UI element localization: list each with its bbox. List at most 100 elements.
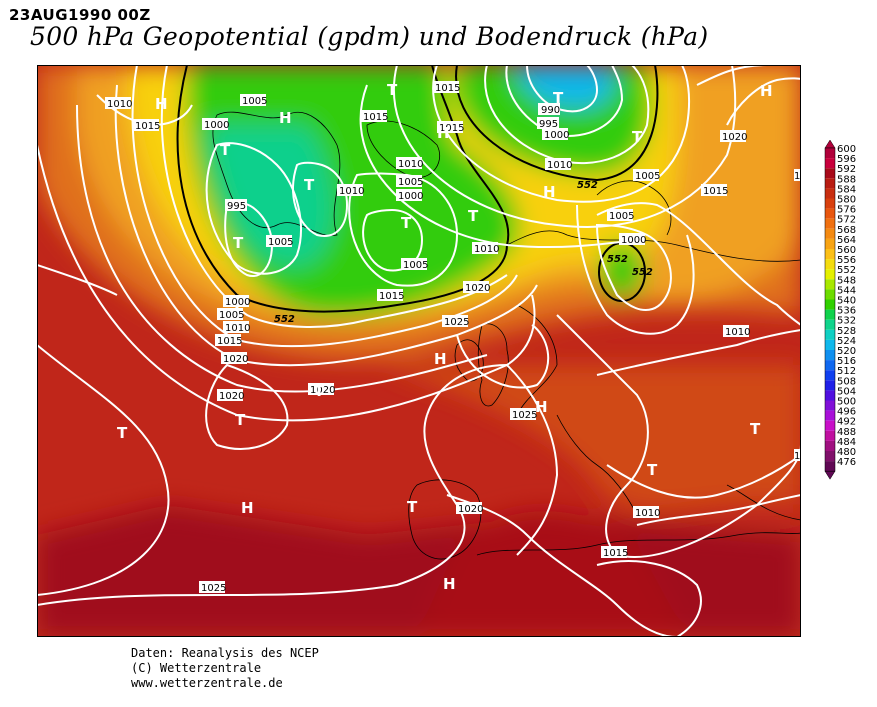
isobar-label: 1005: [396, 175, 423, 188]
svg-text:1015: 1015: [439, 123, 464, 134]
geopotential-label: 552: [274, 314, 295, 325]
svg-text:1010: 1010: [474, 244, 499, 255]
legend-label: 496: [837, 407, 856, 418]
legend-swatch: [825, 198, 835, 209]
legend-swatch: [825, 249, 835, 260]
svg-text:995: 995: [539, 119, 558, 130]
low-pressure-center: T: [750, 420, 761, 438]
legend-swatch: [825, 461, 835, 472]
isobar-label: 1010: [472, 242, 499, 255]
legend-swatch: [825, 188, 835, 199]
credits-line-data-source: Daten: Reanalysis des NCEP: [131, 646, 319, 660]
legend-label: 552: [837, 265, 856, 276]
legend-label: 548: [837, 275, 856, 286]
isobar-label: 1005: [217, 308, 244, 321]
svg-text:1015: 1015: [135, 121, 160, 132]
legend-label: 536: [837, 306, 856, 317]
legend-label: 572: [837, 215, 856, 226]
legend-swatch: [825, 339, 835, 350]
isobar-label: 1015: [133, 119, 160, 132]
svg-text:1010: 1010: [547, 160, 572, 171]
svg-text:1015: 1015: [217, 336, 242, 347]
low-pressure-center: T: [401, 214, 412, 232]
legend-label: 492: [837, 417, 856, 428]
low-pressure-center: T: [117, 424, 128, 442]
legend-label: 584: [837, 184, 856, 195]
low-pressure-center: T: [647, 461, 658, 479]
legend-label: 544: [837, 285, 856, 296]
legend-label: 596: [837, 154, 856, 165]
low-pressure-center: T: [468, 207, 479, 225]
legend-swatch: [825, 309, 835, 320]
svg-text:1010: 1010: [635, 508, 660, 519]
legend-label: 520: [837, 346, 856, 357]
legend-swatch: [825, 420, 835, 431]
svg-text:1010: 1010: [339, 186, 364, 197]
legend-label: 508: [837, 376, 856, 387]
isobar-label: 1005: [266, 235, 293, 248]
legend-label: 504: [837, 386, 856, 397]
isobar-label: 1010: [794, 449, 801, 462]
low-pressure-center: T: [235, 411, 246, 429]
map-date: 23AUG1990 00Z: [9, 6, 151, 24]
isobar-label: 1010: [105, 97, 132, 110]
isobar-label: 995: [225, 199, 247, 212]
geopotential-contour-552: [455, 65, 659, 182]
svg-text:1025: 1025: [444, 317, 469, 328]
geopotential-label: 552: [632, 267, 653, 278]
legend-swatch: [825, 259, 835, 270]
low-pressure-center: T: [314, 382, 325, 400]
isobar-label: 1025: [794, 169, 801, 182]
isobar-label: 1020: [308, 383, 335, 396]
svg-text:1005: 1005: [268, 237, 293, 248]
svg-text:1005: 1005: [609, 211, 634, 222]
credits: Daten: Reanalysis des NCEP (C) Wetterzen…: [131, 646, 319, 691]
isobar-label: 1005: [401, 258, 428, 271]
legend-swatch: [825, 380, 835, 391]
isobar-label: 1015: [361, 110, 388, 123]
svg-text:1005: 1005: [219, 310, 244, 321]
legend-label: 516: [837, 356, 856, 367]
svg-text:1010: 1010: [225, 323, 250, 334]
legend-label: 512: [837, 366, 856, 377]
legend-swatch: [825, 299, 835, 310]
legend-swatch: [825, 400, 835, 411]
isobar-label: 1000: [223, 295, 250, 308]
legend-label: 580: [837, 195, 856, 206]
legend-swatch: [825, 178, 835, 189]
legend-swatch: [825, 148, 835, 159]
isobar-label: 990: [538, 103, 560, 116]
isobar-label: 1015: [215, 334, 242, 347]
legend-swatch: [825, 289, 835, 300]
legend-swatch: [825, 228, 835, 239]
isobar-labels: 1010 1015 1005 1000 1015 1015 990 995 10…: [105, 81, 801, 594]
svg-text:1000: 1000: [544, 130, 569, 141]
legend-arrow-bottom: [824, 470, 836, 480]
isobar-label: 1005: [607, 209, 634, 222]
svg-text:1020: 1020: [310, 385, 335, 396]
legend-label: 528: [837, 326, 856, 337]
legend-swatch: [825, 360, 835, 371]
geopotential-contour-552: [176, 65, 510, 313]
isobar-label: 1010: [723, 325, 750, 338]
high-pressure-center: H: [155, 95, 168, 113]
svg-text:1005: 1005: [635, 171, 660, 182]
legend-label: 500: [837, 397, 856, 408]
isobar-label: 1025: [199, 581, 226, 594]
isobar-label: 1010: [337, 184, 364, 197]
isobar-label: 1010: [396, 157, 423, 170]
isobar-label: 1015: [433, 81, 460, 94]
legend-label: 484: [837, 437, 856, 448]
svg-text:1015: 1015: [363, 112, 388, 123]
high-pressure-center: H: [279, 109, 292, 127]
isobar-label: 995: [537, 117, 559, 130]
isobar-label: 1000: [619, 233, 646, 246]
legend-swatch: [825, 319, 835, 330]
svg-text:1025: 1025: [201, 583, 226, 594]
low-pressure-center: T: [553, 89, 564, 107]
high-pressure-center: H: [535, 398, 548, 416]
isobar-label: 1020: [720, 130, 747, 143]
svg-text:1000: 1000: [621, 235, 646, 246]
legend-label: 600: [837, 144, 856, 155]
legend-arrow-top: [824, 140, 836, 149]
